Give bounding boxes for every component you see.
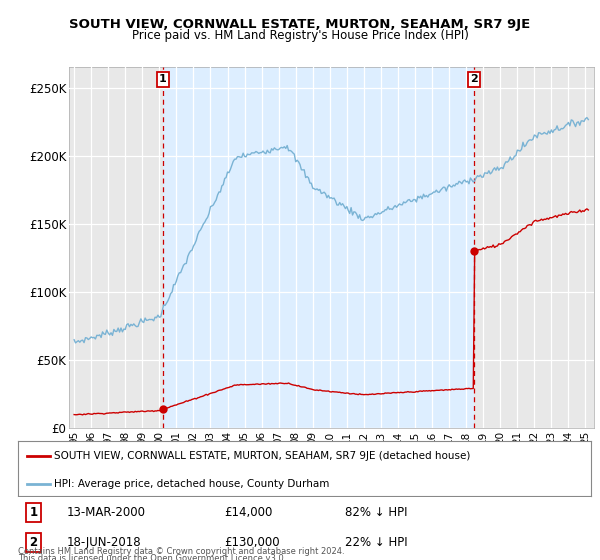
Text: 13-MAR-2000: 13-MAR-2000 (67, 506, 146, 519)
Bar (69, 67, 163, 428)
Text: 2: 2 (470, 74, 478, 85)
Text: £14,000: £14,000 (224, 506, 272, 519)
Text: Contains HM Land Registry data © Crown copyright and database right 2024.: Contains HM Land Registry data © Crown c… (18, 547, 344, 556)
Text: This data is licensed under the Open Government Licence v3.0.: This data is licensed under the Open Gov… (18, 554, 286, 560)
Text: 22% ↓ HPI: 22% ↓ HPI (344, 536, 407, 549)
Text: 1: 1 (159, 74, 167, 85)
Text: Price paid vs. HM Land Registry's House Price Index (HPI): Price paid vs. HM Land Registry's House … (131, 29, 469, 42)
Text: SOUTH VIEW, CORNWALL ESTATE, MURTON, SEAHAM, SR7 9JE (detached house): SOUTH VIEW, CORNWALL ESTATE, MURTON, SEA… (53, 451, 470, 460)
Text: 2: 2 (29, 536, 38, 549)
Text: 82% ↓ HPI: 82% ↓ HPI (344, 506, 407, 519)
Text: HPI: Average price, detached house, County Durham: HPI: Average price, detached house, Coun… (53, 479, 329, 488)
Text: £130,000: £130,000 (224, 536, 280, 549)
Bar (163, 67, 474, 428)
Text: 1: 1 (29, 506, 38, 519)
Text: SOUTH VIEW, CORNWALL ESTATE, MURTON, SEAHAM, SR7 9JE: SOUTH VIEW, CORNWALL ESTATE, MURTON, SEA… (70, 18, 530, 31)
Bar (474, 67, 594, 428)
Text: 18-JUN-2018: 18-JUN-2018 (67, 536, 142, 549)
